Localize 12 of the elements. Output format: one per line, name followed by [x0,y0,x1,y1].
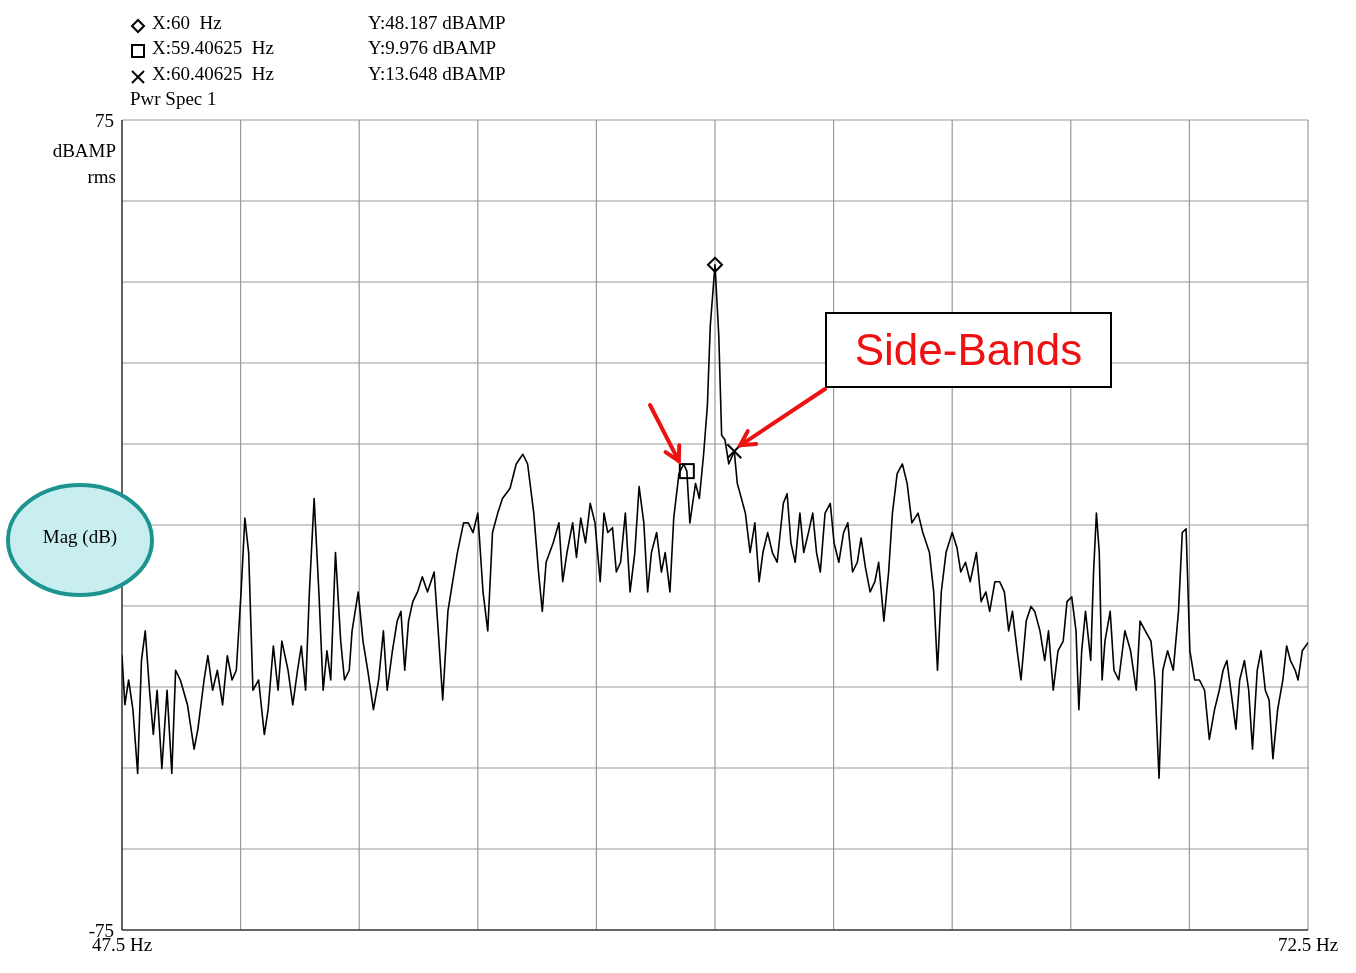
annotation: Side-Bands [825,312,1112,388]
x-tick-label: 72.5 Hz [1277,934,1339,956]
text: X:60.40625 Hz [152,63,274,85]
text: Mag (dB) [41,526,119,548]
text: Y:13.648 dBAMP [368,63,506,85]
text: Pwr Spec 1 [130,88,217,110]
text: Y:9.976 dBAMP [368,37,497,59]
y-tick-label: 75 [95,109,114,131]
text: X:59.40625 Hz [152,37,274,59]
y-axis-title: dBAMP rms [51,139,116,189]
text: Y:48.187 dBAMP [368,12,506,34]
text: X:60 Hz [152,12,222,34]
